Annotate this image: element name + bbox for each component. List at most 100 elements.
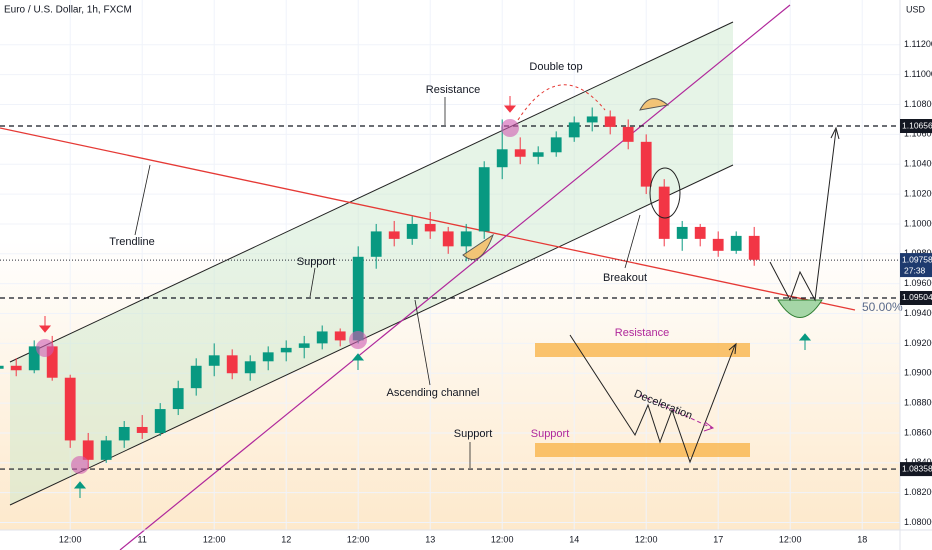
candle-body [478,167,490,232]
price-tag-label: 1.08358 [902,463,932,473]
candle-body [244,361,256,374]
arrow-up [73,481,87,498]
arrow-down [38,316,52,333]
candle-body [28,346,40,371]
candle-body [64,377,76,441]
x-tick-label: 18 [857,534,867,544]
candle-body [46,346,58,378]
candle-body [568,122,580,138]
arrow-up [798,333,812,350]
candle-body [712,238,724,251]
annotation: Support [297,256,336,268]
x-tick-label: 13 [425,534,435,544]
price-tag [900,290,932,305]
pointer [624,214,641,269]
candle-body [370,231,382,257]
candle-body [748,235,760,260]
circle-marker [349,331,367,349]
diagonal-support [119,4,791,550]
y-tick-label: 1.09000 [904,368,932,378]
x-tick-label: 12:00 [491,534,514,544]
circle-marker [71,456,89,474]
fib-label: 50.00% [862,300,903,314]
circle-marker [36,339,54,357]
pointer [414,299,431,386]
double-top-arc [517,84,606,121]
annotation: Double top [529,61,582,73]
candle-body [298,343,310,348]
y-tick-label: 1.08600 [904,427,932,437]
price-tag-label: 1.09504 [902,292,932,302]
arrow-down [503,96,517,113]
y-tick-label: 1.08000 [904,517,932,527]
x-tick-label: 12:00 [59,534,82,544]
candle-body [514,149,526,157]
y-tick-label: 1.09400 [904,308,932,318]
candle-body [460,231,472,247]
countdown-label: 27:38 [904,265,926,275]
pointer [134,164,151,236]
candle-body [586,116,598,123]
support-zone [535,443,750,457]
candle-body [532,152,544,157]
x-tick-label: 12 [281,534,291,544]
y-tick-label: 1.10200 [904,188,932,198]
chart-title: Euro / U.S. Dollar, 1h, FXCM [4,5,132,16]
candle-body [82,440,94,460]
candle-body [334,331,346,341]
zigzag [569,334,736,464]
candle-body [388,231,400,239]
annotations [36,84,840,498]
candle-body [154,409,166,433]
candle-body [658,186,670,239]
candle-body [352,256,364,341]
circle-marker [501,119,519,137]
candle-body [262,352,274,362]
arrowhead [703,421,715,432]
candle-body [676,226,688,239]
half-circle [777,299,823,318]
arrowhead [830,126,840,140]
y-tick-label: 1.10600 [904,129,932,139]
projection-path [769,129,837,302]
price-tag [900,119,932,134]
annotation: Resistance [426,84,480,96]
price-tag [900,462,932,477]
breakout-ellipse [649,167,681,219]
candle-body [316,331,328,344]
candle-body [100,440,112,460]
candle-body [0,365,4,369]
x-tick-label: 14 [569,534,579,544]
candle-body [694,226,706,239]
last-price-tag [900,253,932,278]
y-tick-label: 1.11000 [904,69,932,79]
last-price-label: 1.09758 [902,254,932,264]
x-tick-label: 12:00 [347,534,370,544]
y-tick-label: 1.10400 [904,159,932,169]
candle-body [172,388,184,410]
arrowhead [728,342,737,355]
x-tick-label: 12:00 [203,534,226,544]
x-tick-label: 11 [138,534,147,544]
x-tick-label: 12:00 [635,534,658,544]
annotation: Resistance [615,327,669,339]
x-tick-label: 17 [713,534,723,544]
y-tick-label: 1.11200 [904,39,932,49]
candle-body [640,141,652,187]
candle-body [550,137,562,153]
half-circle [639,98,670,111]
y-tick-label: 1.09200 [904,338,932,348]
currency-label: USD [906,4,926,14]
candle-body [730,235,742,251]
pointer [309,267,316,298]
y-tick-label: 1.09600 [904,278,932,288]
y-tick-label: 1.10800 [904,99,932,109]
channel-top [9,21,734,363]
plot-background [0,0,900,530]
candle-body [406,223,418,239]
candle-body [118,426,130,441]
y-tick-label: 1.10000 [904,218,932,228]
candle-body [496,149,508,168]
deceleration-arrow [639,394,713,429]
